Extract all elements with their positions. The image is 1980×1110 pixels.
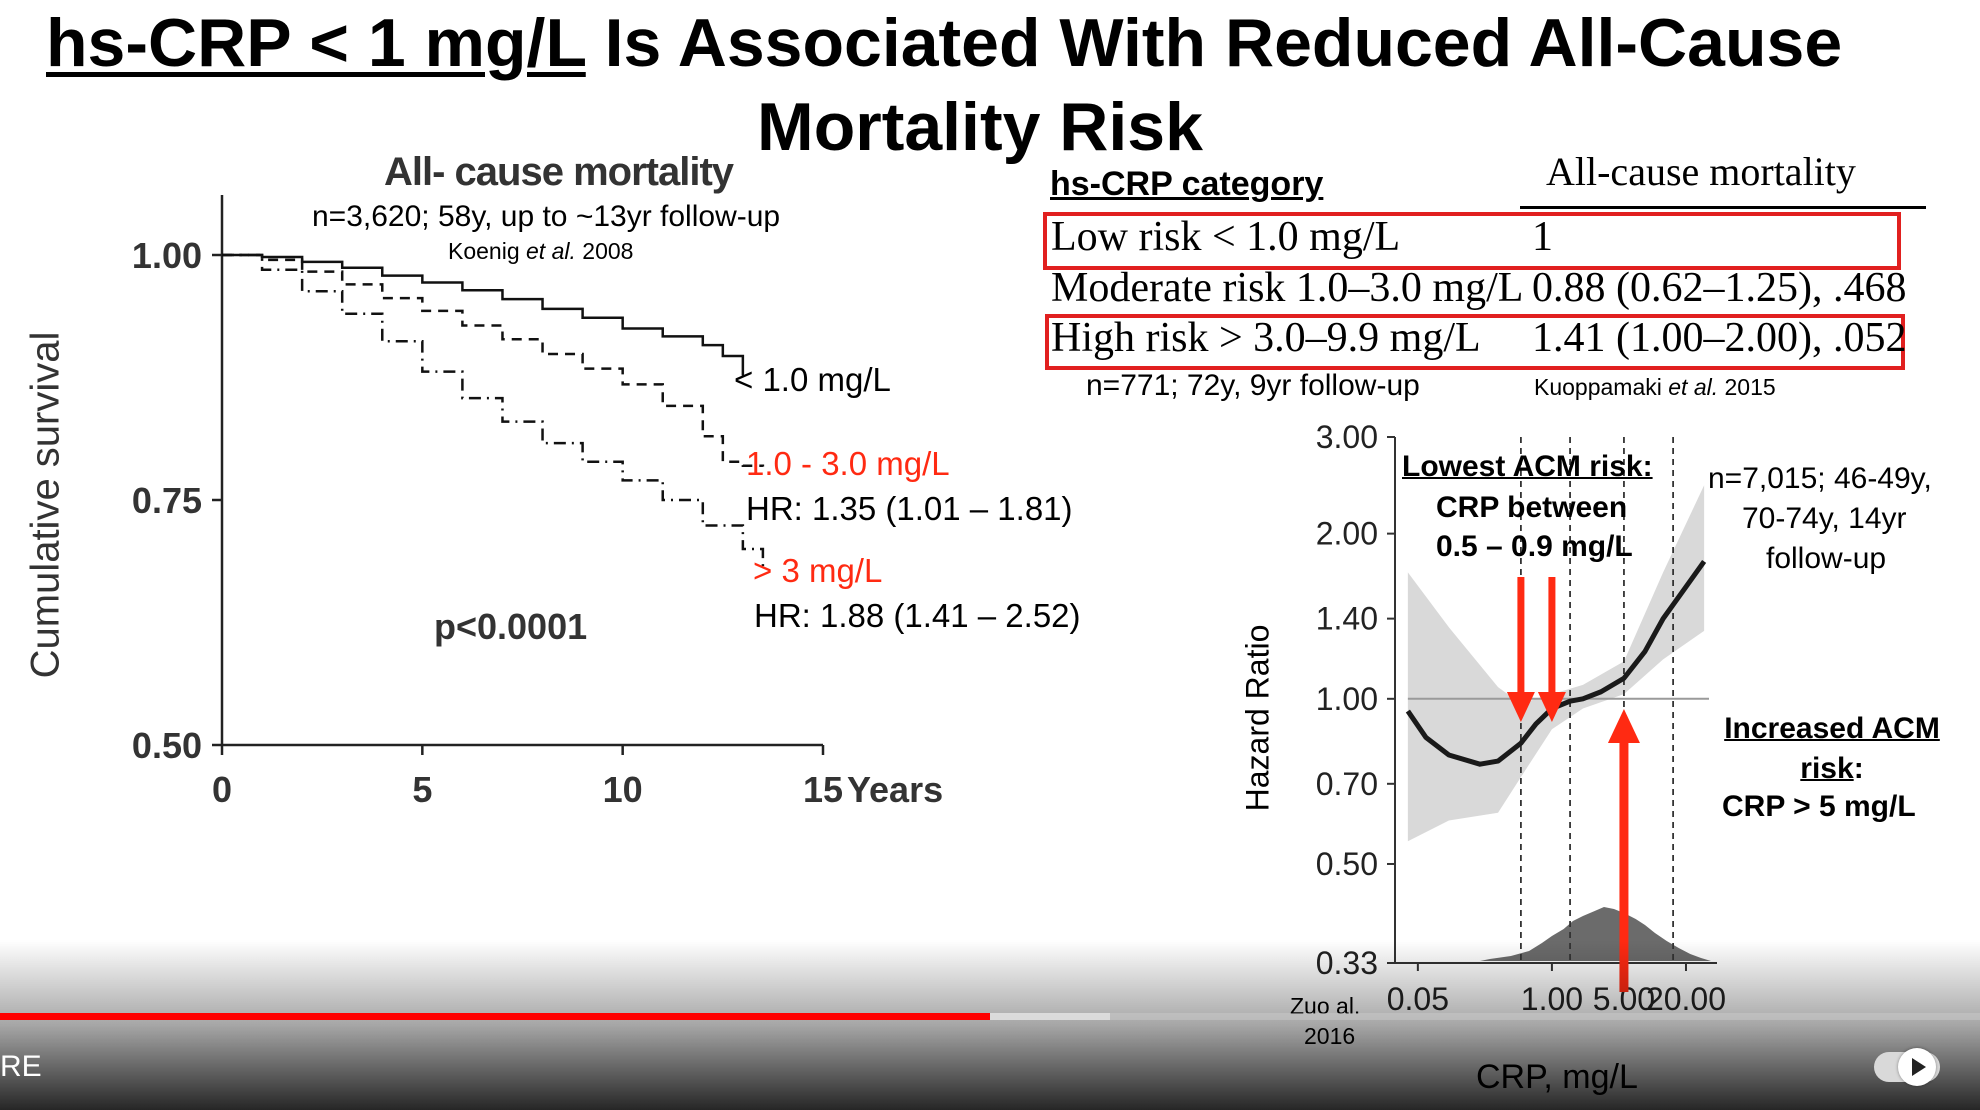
increased-acm-line3: CRP > 5 mg/L — [1722, 790, 1916, 823]
table-header-mortality: All-cause mortality — [1546, 149, 1856, 194]
km-pvalue: p<0.0001 — [434, 606, 588, 647]
progress-fill[interactable] — [0, 1013, 990, 1020]
down-arrow-head — [1537, 692, 1566, 722]
hr-curve — [1405, 559, 1707, 767]
table-row-highlight-low — [1043, 212, 1901, 270]
hr-y-axis-label: Hazard Ratio — [1239, 624, 1276, 812]
km-hr-high: HR: 1.88 (1.41 – 2.52) — [754, 597, 1081, 634]
km-series-1 — [222, 253, 765, 467]
lowest-acm-title: Lowest ACM risk: — [1402, 450, 1653, 483]
title-line-2: Mortality Risk — [757, 89, 1203, 165]
autoplay-toggle-knob[interactable] — [1898, 1048, 1936, 1086]
km-chart-title: All- cause mortality — [384, 150, 734, 194]
hr-distribution-histogram — [1479, 907, 1712, 961]
hr-citation-line2: 2016 — [1304, 1023, 1356, 1049]
down-arrow-head — [1506, 692, 1535, 722]
hr-y-tick-label: 0.70 — [1316, 766, 1378, 802]
title-rest: Is Associated With Reduced All-Cause — [585, 5, 1843, 81]
km-chart: 0 5 10 15 Years 1.00 0.75 0.50 — [132, 195, 943, 810]
increased-acm-title2: risk: — [1800, 752, 1864, 785]
up-arrow-head — [1607, 709, 1640, 743]
hr-confidence-band — [1407, 485, 1705, 842]
hr-y-tick-label: 0.33 — [1316, 945, 1378, 981]
play-icon — [1912, 1058, 1926, 1076]
table-row-highlight-high — [1045, 314, 1905, 370]
table-footnote-citation: Kuoppamaki et al. 2015 — [1534, 374, 1776, 400]
table-row-moderate-value: 0.88 (0.62–1.25), .468 — [1532, 265, 1907, 311]
table-row-high-category: High risk > 3.0–9.9 mg/L — [1051, 315, 1481, 361]
lowest-acm-line3: 0.5 – 0.9 mg/L — [1436, 530, 1633, 563]
up-arrow-shaft — [1619, 742, 1629, 992]
down-arrow-shaft — [1517, 577, 1525, 693]
km-x-tick-label: 5 — [412, 769, 432, 810]
km-chart-citation: Koenig et al. 2008 — [448, 238, 634, 264]
title-underlined-part: hs-CRP < 1 mg/L — [46, 5, 586, 81]
km-label-high: > 3 mg/L — [753, 552, 883, 589]
table-footnote-cohort: n=771; 72y, 9yr follow-up — [1086, 369, 1420, 402]
km-label-mid: 1.0 - 3.0 mg/L — [746, 445, 950, 482]
km-x-axis-label: Years — [847, 769, 943, 810]
increased-acm-title: Increased ACM — [1724, 712, 1940, 745]
hr-x-axis-label: CRP, mg/L — [1476, 1058, 1638, 1096]
km-y-tick-label: 0.75 — [132, 480, 202, 521]
lowest-acm-line2: CRP between — [1436, 491, 1628, 524]
hr-x-tick-label: 1.00 — [1521, 981, 1583, 1017]
km-x-tick-label: 10 — [603, 769, 643, 810]
km-label-low: < 1.0 mg/L — [734, 361, 891, 398]
hr-cohort-line1: n=7,015; 46-49y, — [1708, 462, 1932, 495]
hr-y-tick-label: 3.00 — [1316, 419, 1378, 455]
hr-y-tick-label: 0.50 — [1316, 846, 1378, 882]
hr-y-tick-label: 1.00 — [1316, 681, 1378, 717]
down-arrow-shaft — [1548, 577, 1556, 693]
table-row-low-category: Low risk < 1.0 mg/L — [1051, 214, 1401, 260]
hr-cohort-line2: 70-74y, 14yr — [1742, 502, 1907, 535]
km-series-2 — [222, 253, 765, 569]
km-series-0 — [222, 253, 745, 376]
table-row-low-value: 1 — [1532, 214, 1553, 260]
table-row-moderate-category: Moderate risk 1.0–3.0 mg/L — [1051, 265, 1524, 311]
km-y-tick-label: 0.50 — [132, 725, 202, 766]
hr-y-tick-label: 1.40 — [1316, 601, 1378, 637]
km-y-tick-label: 1.00 — [132, 235, 202, 276]
table-header-category: hs-CRP category — [1050, 165, 1324, 203]
hr-x-tick-label: 0.05 — [1387, 981, 1449, 1017]
table-row-high-value: 1.41 (1.00–2.00), .052 — [1532, 315, 1907, 361]
player-left-text: RE — [0, 1050, 42, 1083]
km-x-tick-label: 15 — [803, 769, 843, 810]
km-x-tick-label: 0 — [212, 769, 232, 810]
hr-cohort-line3: follow-up — [1766, 542, 1887, 575]
table-header-rule — [1520, 206, 1926, 209]
hr-x-tick-label: 20.00 — [1646, 981, 1726, 1017]
km-hr-mid: HR: 1.35 (1.01 – 1.81) — [746, 490, 1073, 527]
km-chart-subtitle: n=3,620; 58y, up to ~13yr follow-up — [312, 200, 781, 233]
hr-y-tick-label: 2.00 — [1316, 516, 1378, 552]
